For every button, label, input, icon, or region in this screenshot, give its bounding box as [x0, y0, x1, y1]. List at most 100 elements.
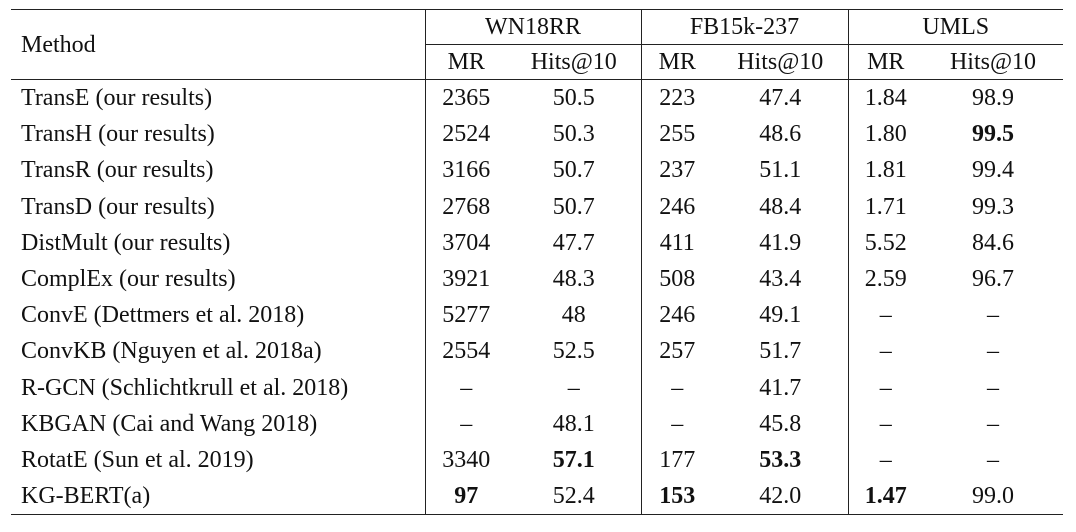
method-name-cell: TransE (our results) [11, 79, 425, 117]
metric-value-cell: 153 [640, 478, 713, 516]
table-row: TransH (our results) 2524 50.3 255 48.6 1.80 9… [11, 116, 1063, 153]
metric-value-cell: 45.8 [759, 410, 802, 437]
metric-value-cell: – [847, 297, 923, 334]
metric-header: Hits@10 [949, 49, 1037, 75]
metric-value-cell: – [847, 369, 923, 406]
metric-value-cell: – [424, 405, 507, 442]
metric-value-cell: 41.7 [759, 374, 802, 401]
metric-value-cell: – [640, 405, 713, 442]
metric-value-cell: 57.1 [552, 446, 595, 473]
metric-value-cell: 53.3 [759, 446, 802, 473]
metric-value-cell: 48 [561, 302, 586, 329]
table-row: DistMult (our results) 3704 47.7 411 41.9 5.5… [11, 224, 1063, 261]
group-header-umls: UMLS [847, 9, 1063, 45]
metric-header: Hits@10 [530, 49, 617, 75]
metric-header: MR [424, 44, 507, 80]
table-row: ConvE (Dettmers et al. 2018) 5277 48 246 49.… [11, 297, 1063, 334]
metric-value-cell: 98.9 [923, 79, 1063, 117]
metric-value-cell: 237 [640, 152, 713, 189]
method-name-cell: ConvKB (Nguyen et al. 2018a) [21, 338, 322, 365]
metric-value-cell: 43.4 [759, 266, 802, 293]
method-name-cell: TransR (our results) [21, 157, 214, 184]
table-body: TransE (our results) 2365 50.5 223 47.4 1.84 9… [11, 79, 1063, 516]
table-row: ComplEx (our results) 3921 48.3 508 43.4 2.59… [11, 260, 1063, 298]
metric-value-cell: 177 [640, 441, 713, 479]
metric-value-cell: 50.5 [507, 79, 641, 117]
metric-value-cell: 246 [640, 297, 713, 334]
metric-value-cell: 99.4 [972, 157, 1014, 184]
metric-value-cell: 50.7 [552, 193, 595, 220]
metric-value-cell: 1.80 [847, 116, 923, 153]
metric-value-cell: 99.3 [972, 193, 1014, 220]
method-name-cell: TransH (our results) [21, 121, 215, 148]
method-name-cell: TransD (our results) [21, 193, 215, 220]
metric-value-cell: 52.5 [552, 338, 595, 365]
table-row: KG-BERT(a) 97 52.4 153 42.0 1.47 99.0 [11, 478, 1063, 516]
metric-value-cell: 48.4 [759, 193, 802, 220]
metric-value-cell: 223 [640, 79, 713, 117]
metric-value-cell: 2768 [424, 188, 507, 225]
metric-value-cell: 52.4 [507, 478, 641, 516]
metric-value-cell: 508 [640, 260, 713, 298]
metric-value-cell: 3166 [424, 152, 507, 189]
metric-value-cell: 2365 [424, 79, 507, 117]
metric-header: MR [847, 44, 923, 80]
group-header-fb15k-237: FB15k-237 [640, 9, 848, 45]
metric-value-cell: 2554 [424, 333, 507, 370]
metric-header: Hits@10 [737, 49, 824, 75]
metric-value-cell: 1.84 [847, 79, 923, 117]
metric-value-cell: 5.52 [847, 224, 923, 261]
metric-value-cell: – [847, 333, 923, 370]
table-row: TransD (our results) 2768 50.7 246 48.4 1.71 9… [11, 188, 1063, 225]
method-name-cell: RotatE (Sun et al. 2019) [21, 446, 254, 473]
metric-value-cell: – [987, 374, 999, 401]
results-table-container: Method WN18RR FB15k-237 UMLS MR Hits@10 … [11, 9, 1063, 516]
metric-value-cell: – [987, 410, 999, 437]
method-name-cell: KG-BERT(a) [11, 478, 425, 516]
metric-value-cell: 51.1 [759, 157, 802, 184]
metric-value-cell: 47.4 [713, 79, 848, 117]
group-header-row: Method WN18RR FB15k-237 UMLS [11, 9, 1063, 80]
method-name-cell: DistMult (our results) [21, 229, 231, 256]
metric-value-cell: – [987, 338, 999, 365]
metric-value-cell: 411 [640, 224, 713, 261]
metric-value-cell: 96.7 [972, 266, 1014, 293]
metric-value-cell: 3704 [424, 224, 507, 261]
metric-value-cell: 49.1 [759, 302, 802, 329]
metric-value-cell: – [847, 441, 923, 479]
table-row: R-GCN (Schlichtkrull et al. 2018) – – – 41.7… [11, 369, 1063, 406]
method-name-cell: ConvE (Dettmers et al. 2018) [21, 302, 305, 329]
metric-value-cell: 3340 [424, 441, 507, 479]
metric-value-cell: 51.7 [759, 338, 802, 365]
table-row: TransR (our results) 3166 50.7 237 51.1 1.81 9… [11, 152, 1063, 189]
metric-value-cell: 1.71 [847, 188, 923, 225]
metric-value-cell: – [640, 369, 713, 406]
metric-value-cell: 255 [640, 116, 713, 153]
metric-value-cell: 47.7 [552, 229, 595, 256]
metric-value-cell: 84.6 [972, 229, 1014, 256]
metric-value-cell: 50.3 [552, 121, 595, 148]
metric-value-cell: 99.0 [923, 478, 1063, 516]
metric-header: MR [640, 44, 713, 80]
metric-value-cell: – [987, 302, 999, 329]
metric-value-cell: 1.47 [847, 478, 923, 516]
metric-value-cell: 48.3 [552, 266, 595, 293]
table-row: TransE (our results) 2365 50.5 223 47.4 1.84 9… [11, 79, 1063, 117]
metric-value-cell: 42.0 [713, 478, 848, 516]
metric-value-cell: 50.7 [552, 157, 595, 184]
metric-value-cell: – [987, 446, 999, 473]
metric-value-cell: – [567, 374, 580, 401]
method-name-cell: ComplEx (our results) [21, 266, 236, 293]
metric-header-row: MR Hits@10 MR Hits@10 MR Hits@10 [11, 44, 1063, 80]
metric-value-cell: 3921 [424, 260, 507, 298]
table-row: KBGAN (Cai and Wang 2018) – 48.1 – 45.8 – – [11, 405, 1063, 442]
metric-value-cell: 97 [424, 478, 507, 516]
metric-value-cell: – [847, 405, 923, 442]
metric-value-cell: – [424, 369, 507, 406]
metric-value-cell: 48.6 [759, 121, 802, 148]
metric-value-cell: 5277 [424, 297, 507, 334]
method-column-header: Method [11, 9, 425, 80]
metric-value-cell: 2524 [424, 116, 507, 153]
metric-value-cell: 2.59 [847, 260, 923, 298]
method-name-cell: KBGAN (Cai and Wang 2018) [21, 410, 318, 437]
